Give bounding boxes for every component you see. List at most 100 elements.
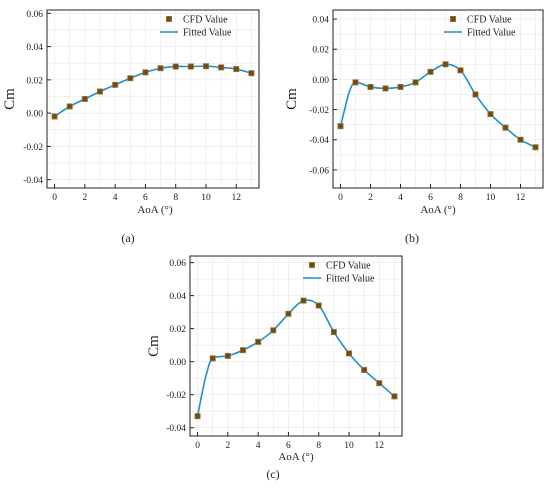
cfd-value-point (81, 96, 88, 103)
cfd-value-point (202, 63, 209, 70)
chart-panel-a: 0 2 4 6 8 10 12 -0.04 -0.02 0.00 0.02 0.04 0.06 AoA (… (2, 9, 260, 245)
cfd-value-point (397, 83, 404, 90)
cfd-value-point (218, 64, 225, 71)
y-tick-label: 0.04 (169, 292, 186, 302)
cfd-value-point (66, 103, 73, 110)
cfd-value-point (315, 302, 322, 309)
cfd-value-point (300, 297, 307, 304)
x-axis-label: AoA (°) (420, 204, 456, 216)
cfd-value-point (233, 66, 240, 73)
y-tick-label: 0.06 (169, 259, 186, 269)
x-tick-label: 4 (256, 441, 261, 451)
x-tick-label: 0 (52, 193, 57, 203)
cfd-value-point (427, 68, 434, 75)
panel-label: (c) (266, 467, 279, 481)
y-tick-label: 0.00 (169, 358, 186, 368)
cfd-value-point (194, 413, 201, 420)
y-axis-label: Cm (146, 335, 162, 357)
plot-frame (332, 9, 544, 189)
y-tick-label: 0.00 (26, 110, 43, 120)
x-tick-label: 4 (398, 193, 403, 203)
cfd-value-point (51, 113, 58, 120)
panel-label: (a) (121, 231, 134, 245)
x-tick-label: 2 (225, 441, 230, 451)
cfd-value-point (248, 70, 255, 77)
cfd-value-point (142, 69, 149, 76)
y-tick-label: 0.04 (312, 16, 329, 26)
x-tick-label: 6 (428, 193, 433, 203)
cfd-value-point (367, 83, 374, 90)
x-tick-label: 12 (516, 193, 526, 203)
x-tick-label: 8 (173, 193, 178, 203)
cfd-value-point (157, 65, 164, 72)
cfd-value-point (127, 75, 134, 82)
y-tick-label: -0.02 (166, 391, 186, 401)
plot-frame (189, 255, 403, 437)
chart-panel-b: 0 2 4 6 8 10 12 -0.06 -0.04 -0.02 0.00 0.02 0.04 AoA … (284, 9, 544, 245)
cfd-value-point (517, 136, 524, 143)
x-tick-label: 10 (344, 441, 354, 451)
cfd-value-point (187, 63, 194, 70)
x-tick-label: 8 (316, 441, 321, 451)
x-tick-label: 0 (195, 441, 200, 451)
y-tick-label: 0.02 (169, 325, 186, 335)
legend-cfd-marker (308, 261, 315, 268)
y-tick-label: -0.04 (166, 424, 186, 434)
legend-cfd-label: CFD Value (467, 15, 512, 26)
x-tick-label: 2 (82, 193, 87, 203)
cfd-value-point (352, 79, 359, 86)
x-tick-label: 12 (375, 441, 385, 451)
x-tick-label: 2 (368, 193, 373, 203)
legend-cfd-marker (449, 15, 456, 22)
x-tick-label: 10 (201, 193, 211, 203)
cfd-value-point (487, 111, 494, 118)
cfd-value-point (376, 380, 383, 387)
x-tick-label: 12 (232, 193, 242, 203)
cfd-value-point (330, 328, 337, 335)
fitted-value-line (54, 65, 252, 118)
legend-cfd-marker (165, 15, 172, 22)
x-tick-label: 6 (143, 193, 148, 203)
y-tick-label: -0.04 (23, 176, 43, 186)
cfd-value-point (97, 88, 104, 95)
cfd-value-point (285, 310, 292, 317)
legend-cfd-label: CFD Value (326, 261, 371, 272)
x-tick-label: 6 (286, 441, 291, 451)
y-tick-label: -0.02 (23, 143, 43, 153)
cfd-value-point (239, 347, 246, 354)
y-tick-label: -0.02 (309, 106, 329, 116)
y-tick-label: 0.00 (312, 76, 329, 86)
legend-fitted-label: Fitted Value (183, 28, 232, 39)
chart-panel-c: 0 2 4 6 8 10 12 -0.04 -0.02 0.00 0.02 0.04 0.06 AoA (… (146, 255, 403, 481)
plot-frame (46, 9, 260, 189)
y-axis-label: Cm (2, 88, 18, 110)
cfd-value-point (270, 327, 277, 334)
y-tick-label: 0.02 (312, 46, 329, 56)
y-axis-label: Cm (284, 88, 300, 110)
legend-cfd-label: CFD Value (183, 15, 228, 26)
y-tick-label: 0.06 (26, 10, 43, 20)
cfd-value-point (532, 144, 539, 151)
cfd-value-point (209, 355, 216, 362)
cfd-value-point (457, 67, 464, 74)
fitted-value-line (339, 63, 536, 148)
y-tick-label: -0.04 (309, 136, 329, 146)
legend-fitted-label: Fitted Value (467, 28, 516, 39)
panel-label: (b) (405, 231, 419, 245)
cfd-value-point (172, 63, 179, 70)
cfd-value-point (382, 85, 389, 92)
y-tick-label: 0.04 (26, 43, 43, 53)
cfd-value-point (472, 91, 479, 98)
x-tick-label: 0 (338, 193, 343, 203)
y-tick-label: -0.06 (309, 166, 329, 176)
cfd-value-point (412, 79, 419, 86)
x-tick-label: 4 (113, 193, 118, 203)
cfd-value-point (345, 350, 352, 357)
cfd-value-point (255, 338, 262, 345)
x-axis-label: AoA (°) (278, 451, 314, 463)
x-tick-label: 8 (458, 193, 463, 203)
cfd-value-point (224, 352, 231, 359)
cfd-value-point (112, 81, 119, 88)
cfd-value-point (337, 123, 344, 130)
